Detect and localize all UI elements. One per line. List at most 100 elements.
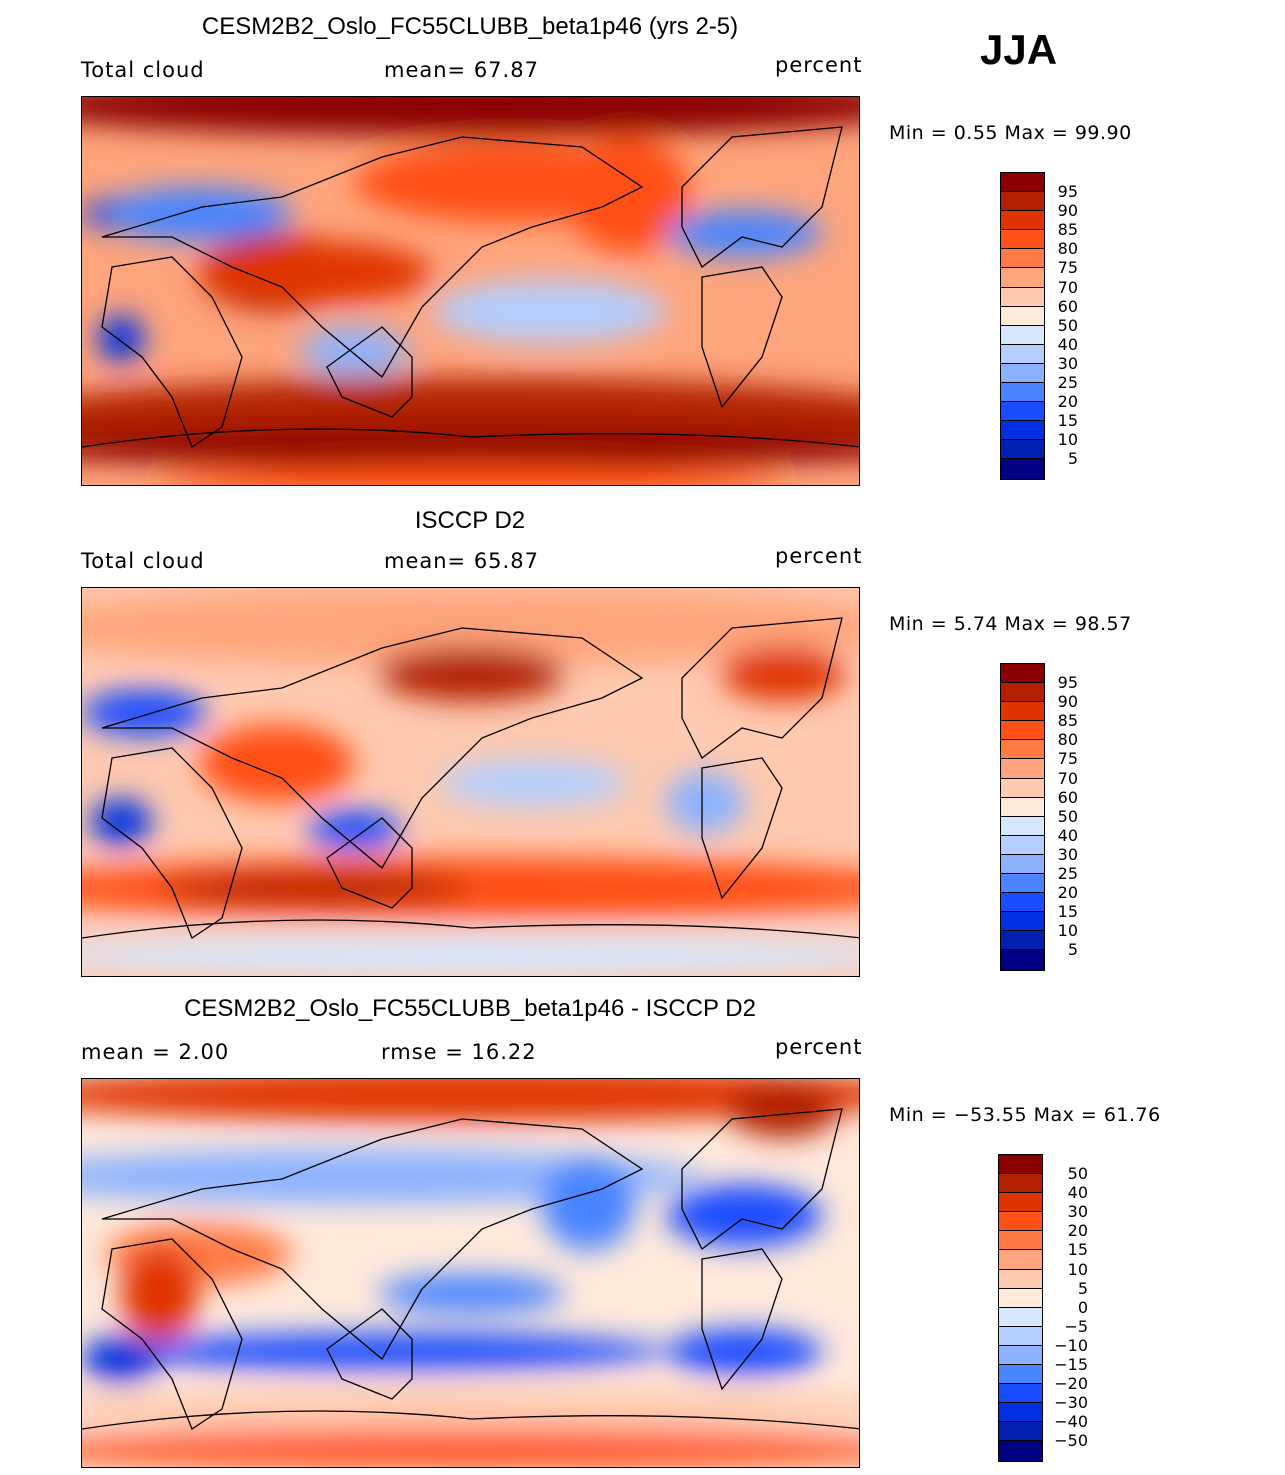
colorbar-tick-label: 5 xyxy=(1067,449,1078,469)
colorbar-tick-label: −30 xyxy=(1054,1393,1088,1413)
panel-title: CESM2B2_Oslo_FC55CLUBB_beta1p46 (yrs 2-5… xyxy=(201,13,739,40)
field-region xyxy=(307,810,402,850)
field-region xyxy=(82,1079,859,1122)
colorbar-tick-label: 30 xyxy=(1067,1202,1088,1222)
colorbar-box xyxy=(1001,363,1044,384)
colorbar-box xyxy=(1001,173,1044,193)
colorbar-box xyxy=(1001,931,1044,951)
colorbar-box xyxy=(999,1326,1042,1346)
panel-title: CESM2B2_Oslo_FC55CLUBB_beta1p46 - ISCCP … xyxy=(184,995,756,1022)
colorbar-box xyxy=(1001,249,1044,269)
colorbar-tick-label: 20 xyxy=(1067,1221,1088,1241)
colorbar-box xyxy=(999,1155,1042,1175)
colorbar-tick-label: 50 xyxy=(1057,806,1078,826)
colorbar-tick-label: −15 xyxy=(1054,1355,1088,1374)
colorbar-box xyxy=(1001,912,1044,932)
colorbar-box xyxy=(1001,459,1044,479)
colorbar-box xyxy=(1001,854,1044,875)
field-region xyxy=(666,1184,823,1247)
colorbar-tick-label: 95 xyxy=(1057,673,1078,692)
colorbar-tick-label: 5 xyxy=(1067,940,1078,960)
units-label: percent xyxy=(775,1035,863,1059)
colorbar-box xyxy=(999,1212,1042,1232)
field-region xyxy=(541,1157,636,1251)
colorbar-tick-label: 5 xyxy=(1077,1278,1088,1298)
field-region xyxy=(89,798,153,846)
colorbar-tick-label: 0 xyxy=(1077,1297,1088,1317)
field-region xyxy=(198,241,433,304)
colorbar-box xyxy=(1001,440,1044,460)
coastlines xyxy=(82,1108,859,1430)
colorbar-tick-label: −5 xyxy=(1064,1316,1088,1336)
colorbar-tick-label: 90 xyxy=(1057,201,1078,221)
field-region xyxy=(82,1430,859,1467)
colorbar-box xyxy=(1001,344,1044,364)
colorbar-tick-label: −40 xyxy=(1054,1412,1088,1432)
center-label: mean= 67.87 xyxy=(384,58,539,82)
colorbar-tick-label: −20 xyxy=(1054,1374,1088,1394)
min-max-label: Min = −53.55 Max = 61.76 xyxy=(889,1104,1161,1126)
colorbar-box xyxy=(999,1193,1042,1213)
coastlines xyxy=(82,617,859,939)
center-label: mean= 65.87 xyxy=(384,549,539,573)
colorbar xyxy=(998,1154,1043,1462)
colorbar-tick-label: 25 xyxy=(1057,373,1078,392)
colorbar-box xyxy=(1001,835,1044,855)
colorbar-tick-label: 40 xyxy=(1067,1183,1088,1203)
field-region xyxy=(105,186,293,242)
colorbar-tick-label: 50 xyxy=(1067,1164,1088,1183)
field-region xyxy=(82,935,859,975)
colorbar-tick-label: 60 xyxy=(1057,787,1078,807)
colorbar-tick-label: 15 xyxy=(1057,411,1078,431)
colorbar-tick-label: 85 xyxy=(1057,220,1078,240)
field-region xyxy=(82,689,207,737)
colorbar-box xyxy=(1001,683,1044,703)
colorbar-tick-label: 10 xyxy=(1057,921,1078,941)
colorbar-tick-label: 70 xyxy=(1057,277,1078,297)
field-region xyxy=(666,1328,823,1376)
field-region xyxy=(666,771,745,834)
colorbar-box xyxy=(1001,268,1044,288)
field-region xyxy=(82,97,859,136)
colorbar-box xyxy=(1001,325,1044,345)
colorbar-box xyxy=(999,1250,1042,1270)
field-region xyxy=(300,327,410,374)
colorbar-tick-label: 75 xyxy=(1057,749,1078,769)
colorbar-box xyxy=(1001,721,1044,741)
field-region xyxy=(120,1332,667,1372)
min-max-label: Min = 0.55 Max = 99.90 xyxy=(889,122,1132,144)
colorbar-tick-label: 30 xyxy=(1057,844,1078,864)
colorbar-tick-label: 30 xyxy=(1057,353,1078,373)
colorbar-box xyxy=(1001,287,1044,307)
field-region xyxy=(378,1274,565,1313)
colorbar-box xyxy=(1001,402,1044,422)
colorbar-tick-label: 95 xyxy=(1057,182,1078,201)
field-region xyxy=(728,1082,838,1138)
units-label: percent xyxy=(775,544,863,568)
colorbar-box xyxy=(999,1384,1042,1404)
field-region xyxy=(378,646,565,702)
field-region xyxy=(666,210,823,257)
colorbar-box xyxy=(1001,664,1044,684)
min-max-label: Min = 5.74 Max = 98.57 xyxy=(889,613,1132,635)
colorbar-box xyxy=(999,1403,1042,1423)
field-region xyxy=(432,280,667,343)
colorbar-box xyxy=(1001,950,1044,970)
contour-map xyxy=(81,587,860,977)
colorbar-box xyxy=(1001,740,1044,760)
colorbar-box xyxy=(1001,306,1044,326)
colorbar-box xyxy=(1001,383,1044,403)
field-region xyxy=(198,724,355,803)
colorbar xyxy=(1000,663,1045,971)
colorbar-box xyxy=(1001,421,1044,441)
colorbar-tick-label: −50 xyxy=(1054,1431,1088,1451)
field-region xyxy=(82,1336,160,1384)
field-region xyxy=(120,1246,199,1341)
colorbar-tick-label: 15 xyxy=(1067,1240,1088,1260)
field-region xyxy=(82,428,859,468)
colorbar-tick-label: 20 xyxy=(1057,392,1078,412)
colorbar-tick-label: 40 xyxy=(1057,825,1078,845)
colorbar-box xyxy=(1001,192,1044,212)
colorbar-box xyxy=(1001,702,1044,722)
colorbar-box xyxy=(999,1288,1042,1308)
